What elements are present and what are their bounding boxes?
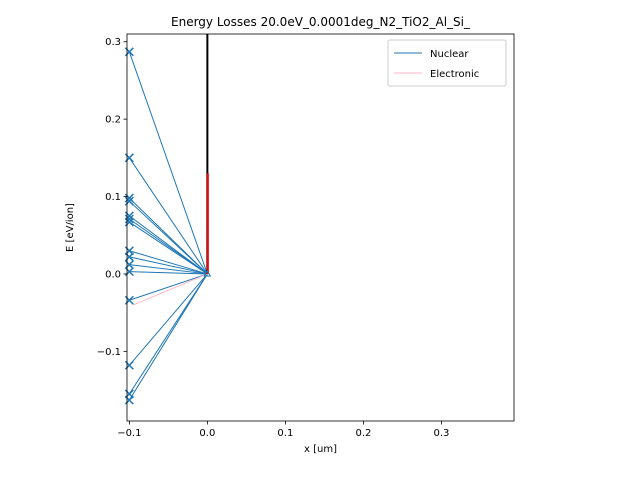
electronic-path: [133, 273, 208, 306]
legend-label-electronic: Electronic: [430, 69, 479, 80]
legend-box: [387, 39, 507, 87]
y-axis-label: E [eV/ion]: [65, 203, 76, 252]
nuclear-path-8: [129, 256, 208, 275]
x-tick-label-0: −0.1: [117, 428, 141, 439]
nuclear-path-3: [128, 200, 208, 275]
chart-title: Energy Losses 20.0eV_0.0001deg_N2_TiO2_A…: [171, 15, 471, 29]
nuclear-path-0: [128, 51, 208, 275]
nuclear-path-6: [129, 221, 208, 275]
nuclear-path-13: [128, 273, 208, 395]
y-tick-label-2: 0.1: [105, 192, 121, 203]
plot-area: [127, 34, 514, 421]
y-tick-label-0: −0.1: [97, 347, 121, 358]
nuclear-path-14: [128, 273, 208, 401]
x-tick-label-4: 0.3: [433, 428, 449, 439]
nuclear-path-11: [129, 273, 208, 301]
legend-label-nuclear: Nuclear: [430, 49, 469, 60]
nuclear-path-12: [128, 273, 208, 366]
nuclear-path-1: [128, 157, 208, 275]
x-tick-label-3: 0.2: [355, 428, 371, 439]
x-axis: −0.1 0.0 0.1 0.2 0.3: [117, 421, 449, 439]
plot-frame: [126, 33, 515, 422]
legend: Nuclear Electronic: [387, 39, 507, 87]
origin-marker: [203, 269, 212, 277]
y-tick-label-4: 0.3: [105, 37, 121, 48]
x-tick-label-2: 0.1: [277, 428, 293, 439]
nuclear-path-9: [129, 264, 208, 275]
x-axis-label: x [um]: [304, 444, 337, 455]
nuclear-path-10: [129, 271, 208, 275]
data-layer: [124, 34, 212, 405]
y-tick-label-1: 0.0: [105, 269, 121, 280]
series-layer: [128, 34, 209, 401]
x-tick-label-1: 0.0: [199, 428, 215, 439]
nuclear-path-7: [129, 250, 208, 275]
y-axis: −0.1 0.0 0.1 0.2 0.3: [97, 37, 127, 358]
y-tick-label-3: 0.2: [105, 115, 121, 126]
